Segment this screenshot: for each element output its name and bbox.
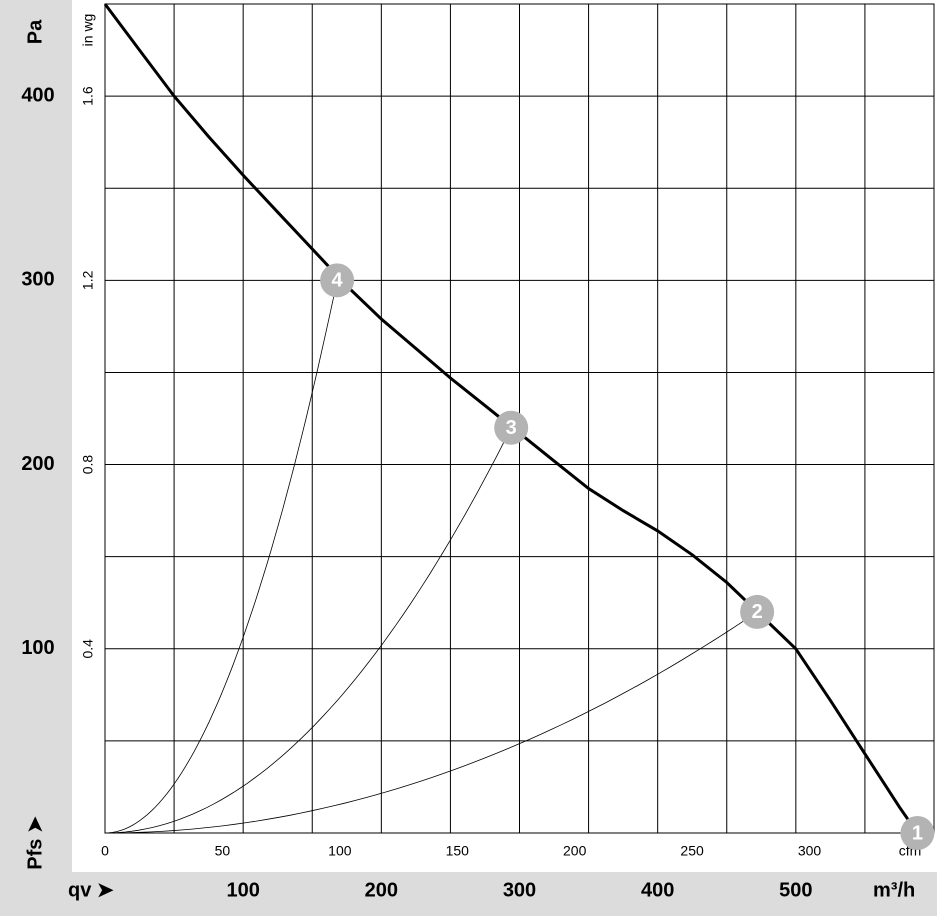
y-label: Pa xyxy=(24,19,46,44)
y2-tick-label: 1.6 xyxy=(80,86,96,106)
y-tick-label: 400 xyxy=(21,84,54,106)
operating-point-label: 2 xyxy=(752,601,763,623)
operating-point-label: 4 xyxy=(332,270,344,292)
y2-tick-label: 0.8 xyxy=(80,455,96,475)
x2-tick-label: 250 xyxy=(680,843,704,859)
flow-label: qv ➤ xyxy=(68,879,114,901)
pressure-label: Pfs ➤ xyxy=(24,816,46,870)
system-curve xyxy=(104,280,338,834)
x-tick-label: 200 xyxy=(365,879,398,901)
operating-point xyxy=(494,410,529,445)
system-curve xyxy=(104,427,512,834)
y2-tick-label: 1.2 xyxy=(80,270,96,290)
bottom-strip xyxy=(0,872,937,916)
x-tick-label: 300 xyxy=(503,879,536,901)
x2-tick-label: 0 xyxy=(101,843,109,859)
operating-point xyxy=(320,263,355,298)
left-strip xyxy=(0,0,72,872)
system-curve xyxy=(104,611,758,834)
y-tick-label: 100 xyxy=(21,637,54,659)
x2-tick-label: 200 xyxy=(563,843,587,859)
operating-point-label: 1 xyxy=(912,822,923,844)
x2-tick-label: 100 xyxy=(328,843,352,859)
y-tick-label: 300 xyxy=(21,269,54,291)
operating-point xyxy=(900,816,935,850)
x-tick-label: 100 xyxy=(226,879,259,901)
y2-tick-label: 0.4 xyxy=(80,639,96,659)
x-tick-label: 400 xyxy=(641,879,674,901)
x2-tick-label: 150 xyxy=(446,843,470,859)
operating-point-label: 3 xyxy=(506,417,517,439)
y-tick-label: 200 xyxy=(21,453,54,475)
x-label: m³/h xyxy=(873,879,915,901)
y2-label: in wg xyxy=(80,14,96,47)
x-tick-label: 500 xyxy=(779,879,812,901)
x2-tick-label: 50 xyxy=(215,843,231,859)
x2-tick-label: 300 xyxy=(798,843,822,859)
operating-point xyxy=(740,594,775,629)
